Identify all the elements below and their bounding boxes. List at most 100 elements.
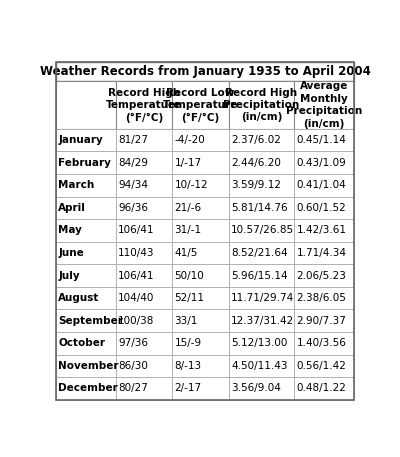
Text: 8.52/21.64: 8.52/21.64	[231, 248, 288, 258]
Bar	[116, 309, 172, 332]
Bar	[229, 81, 294, 129]
Text: 97/36: 97/36	[118, 338, 148, 348]
Bar	[229, 332, 294, 355]
Text: November: November	[58, 361, 119, 371]
Bar	[172, 81, 229, 129]
Text: June: June	[58, 248, 84, 258]
Bar	[56, 355, 116, 377]
Bar	[116, 287, 172, 309]
Text: 106/41: 106/41	[118, 225, 154, 235]
Bar	[56, 62, 354, 81]
Text: July: July	[58, 271, 80, 281]
Bar	[172, 151, 229, 174]
Bar	[172, 355, 229, 377]
Text: 11.71/29.74: 11.71/29.74	[231, 293, 294, 303]
Text: 2.44/6.20: 2.44/6.20	[231, 158, 281, 168]
Text: 104/40: 104/40	[118, 293, 154, 303]
Text: 8/-13: 8/-13	[174, 361, 202, 371]
Text: April: April	[58, 203, 86, 213]
Text: 5.96/15.14: 5.96/15.14	[231, 271, 288, 281]
Bar	[56, 129, 116, 151]
Text: 50/10: 50/10	[174, 271, 204, 281]
Text: 41/5: 41/5	[174, 248, 198, 258]
Bar	[116, 332, 172, 355]
Bar	[229, 151, 294, 174]
Bar	[229, 355, 294, 377]
Bar	[116, 81, 172, 129]
Text: August: August	[58, 293, 100, 303]
Bar	[116, 151, 172, 174]
Text: October: October	[58, 338, 105, 348]
Text: Record High
Temperature
(°F/°C): Record High Temperature (°F/°C)	[106, 88, 182, 122]
Bar	[229, 174, 294, 197]
Text: 52/11: 52/11	[174, 293, 204, 303]
Bar	[294, 264, 354, 287]
Text: 0.45/1.14: 0.45/1.14	[296, 135, 346, 145]
Bar	[229, 197, 294, 219]
Text: 15/-9: 15/-9	[174, 338, 202, 348]
Bar	[294, 219, 354, 242]
Text: 1/-17: 1/-17	[174, 158, 202, 168]
Text: 1.42/3.61: 1.42/3.61	[296, 225, 346, 235]
Bar	[294, 129, 354, 151]
Text: -4/-20: -4/-20	[174, 135, 205, 145]
Text: 2.06/5.23: 2.06/5.23	[296, 271, 346, 281]
Bar	[294, 309, 354, 332]
Text: 2/-17: 2/-17	[174, 383, 202, 393]
Bar	[56, 264, 116, 287]
Text: January: January	[58, 135, 103, 145]
Bar	[116, 174, 172, 197]
Bar	[172, 332, 229, 355]
Text: 0.48/1.22: 0.48/1.22	[296, 383, 346, 393]
Bar	[294, 174, 354, 197]
Bar	[229, 287, 294, 309]
Bar	[116, 242, 172, 264]
Bar	[172, 377, 229, 400]
Bar	[116, 264, 172, 287]
Bar	[56, 377, 116, 400]
Bar	[229, 219, 294, 242]
Text: 96/36: 96/36	[118, 203, 148, 213]
Text: February: February	[58, 158, 111, 168]
Text: 12.37/31.42: 12.37/31.42	[231, 316, 294, 326]
Text: 0.43/1.09: 0.43/1.09	[296, 158, 346, 168]
Text: 106/41: 106/41	[118, 271, 154, 281]
Text: May: May	[58, 225, 82, 235]
Text: 2.37/6.02: 2.37/6.02	[231, 135, 281, 145]
Text: Average
Monthly
Precipitation
(in/cm): Average Monthly Precipitation (in/cm)	[286, 81, 362, 129]
Bar	[229, 309, 294, 332]
Bar	[116, 197, 172, 219]
Text: 21/-6: 21/-6	[174, 203, 202, 213]
Text: 3.56/9.04: 3.56/9.04	[231, 383, 281, 393]
Bar	[294, 377, 354, 400]
Bar	[294, 197, 354, 219]
Text: 100/38: 100/38	[118, 316, 154, 326]
Text: 2.38/6.05: 2.38/6.05	[296, 293, 346, 303]
Bar	[56, 242, 116, 264]
Text: 2.90/7.37: 2.90/7.37	[296, 316, 346, 326]
Text: 5.81/14.76: 5.81/14.76	[231, 203, 288, 213]
Text: 0.60/1.52: 0.60/1.52	[296, 203, 346, 213]
Text: 94/34: 94/34	[118, 181, 148, 190]
Text: 4.50/11.43: 4.50/11.43	[231, 361, 288, 371]
Bar	[172, 242, 229, 264]
Bar	[294, 355, 354, 377]
Bar	[294, 81, 354, 129]
Bar	[172, 197, 229, 219]
Bar	[229, 242, 294, 264]
Bar	[172, 264, 229, 287]
Text: 84/29: 84/29	[118, 158, 148, 168]
Bar	[172, 129, 229, 151]
Text: 1.71/4.34: 1.71/4.34	[296, 248, 346, 258]
Text: Record High
Precipitation
(in/cm): Record High Precipitation (in/cm)	[224, 88, 300, 122]
Text: 10.57/26.85: 10.57/26.85	[231, 225, 294, 235]
Bar	[116, 355, 172, 377]
Text: 86/30: 86/30	[118, 361, 148, 371]
Bar	[294, 332, 354, 355]
Text: 110/43: 110/43	[118, 248, 154, 258]
Bar	[116, 219, 172, 242]
Text: December: December	[58, 383, 118, 393]
Text: 5.12/13.00: 5.12/13.00	[231, 338, 287, 348]
Bar	[116, 129, 172, 151]
Bar	[56, 287, 116, 309]
